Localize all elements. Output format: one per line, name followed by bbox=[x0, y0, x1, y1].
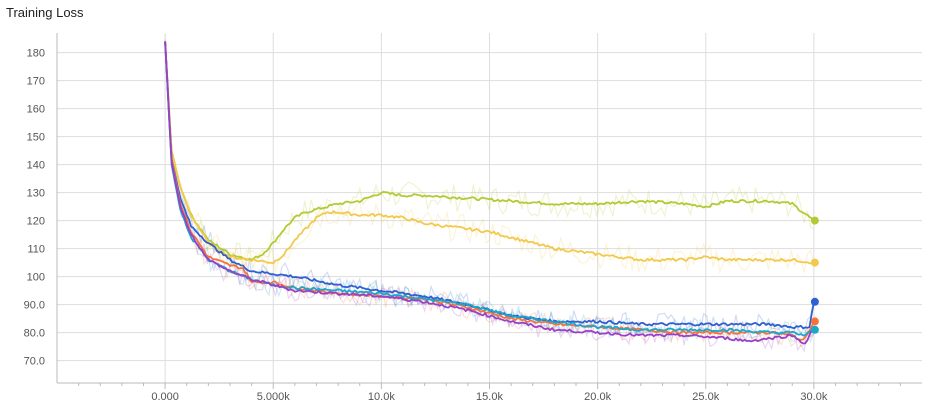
y-tick-label: 180 bbox=[27, 48, 45, 60]
y-tick-label: 90.0 bbox=[24, 300, 45, 312]
chart-title: Training Loss bbox=[6, 5, 84, 20]
raw-line-blue bbox=[164, 40, 815, 340]
end-marker-yellow bbox=[810, 258, 819, 267]
end-marker-teal bbox=[810, 325, 819, 334]
series-line-yellow bbox=[164, 41, 815, 265]
y-tick-label: 110 bbox=[27, 244, 45, 256]
x-tick-label: 25.0k bbox=[692, 391, 719, 403]
series-layer bbox=[164, 41, 815, 345]
series-line-orange bbox=[164, 41, 815, 341]
y-tick-label: 130 bbox=[27, 188, 45, 200]
y-tick-label: 150 bbox=[27, 132, 45, 144]
x-tick-label: 30.0k bbox=[800, 391, 827, 403]
series-line-lime bbox=[164, 41, 815, 261]
y-tick-label: 80.0 bbox=[24, 328, 45, 340]
x-tick-label: 5.000k bbox=[257, 391, 291, 403]
x-tick-label: 15.0k bbox=[476, 391, 503, 403]
x-axis-ticks: 0.000 5.000k 10.0k 15.0k 20.0k 25.0k 30.0k bbox=[151, 391, 827, 403]
end-marker-layer bbox=[810, 216, 819, 334]
y-tick-label: 100 bbox=[27, 272, 45, 284]
y-tick-label: 70.0 bbox=[24, 356, 45, 368]
y-tick-label: 140 bbox=[27, 160, 45, 172]
end-marker-lime bbox=[810, 216, 819, 225]
y-tick-label: 170 bbox=[27, 76, 45, 88]
series-line-teal bbox=[164, 41, 815, 337]
series-line-purple bbox=[164, 41, 815, 345]
end-marker-orange bbox=[810, 317, 819, 326]
x-tick-label: 20.0k bbox=[584, 391, 611, 403]
y-tick-label: 160 bbox=[27, 104, 45, 116]
grid-layer bbox=[56, 33, 922, 389]
end-marker-blue bbox=[810, 297, 819, 306]
x-tick-label: 0.000 bbox=[151, 391, 179, 403]
x-tick-label: 10.0k bbox=[368, 391, 395, 403]
raw-line-yellow bbox=[164, 34, 815, 275]
y-axis-ticks: 70.0 80.0 90.0 100 110 120 130 140 150 160 170 180 bbox=[24, 48, 45, 368]
raw-line-lime bbox=[164, 41, 815, 271]
y-tick-label: 120 bbox=[27, 216, 45, 228]
